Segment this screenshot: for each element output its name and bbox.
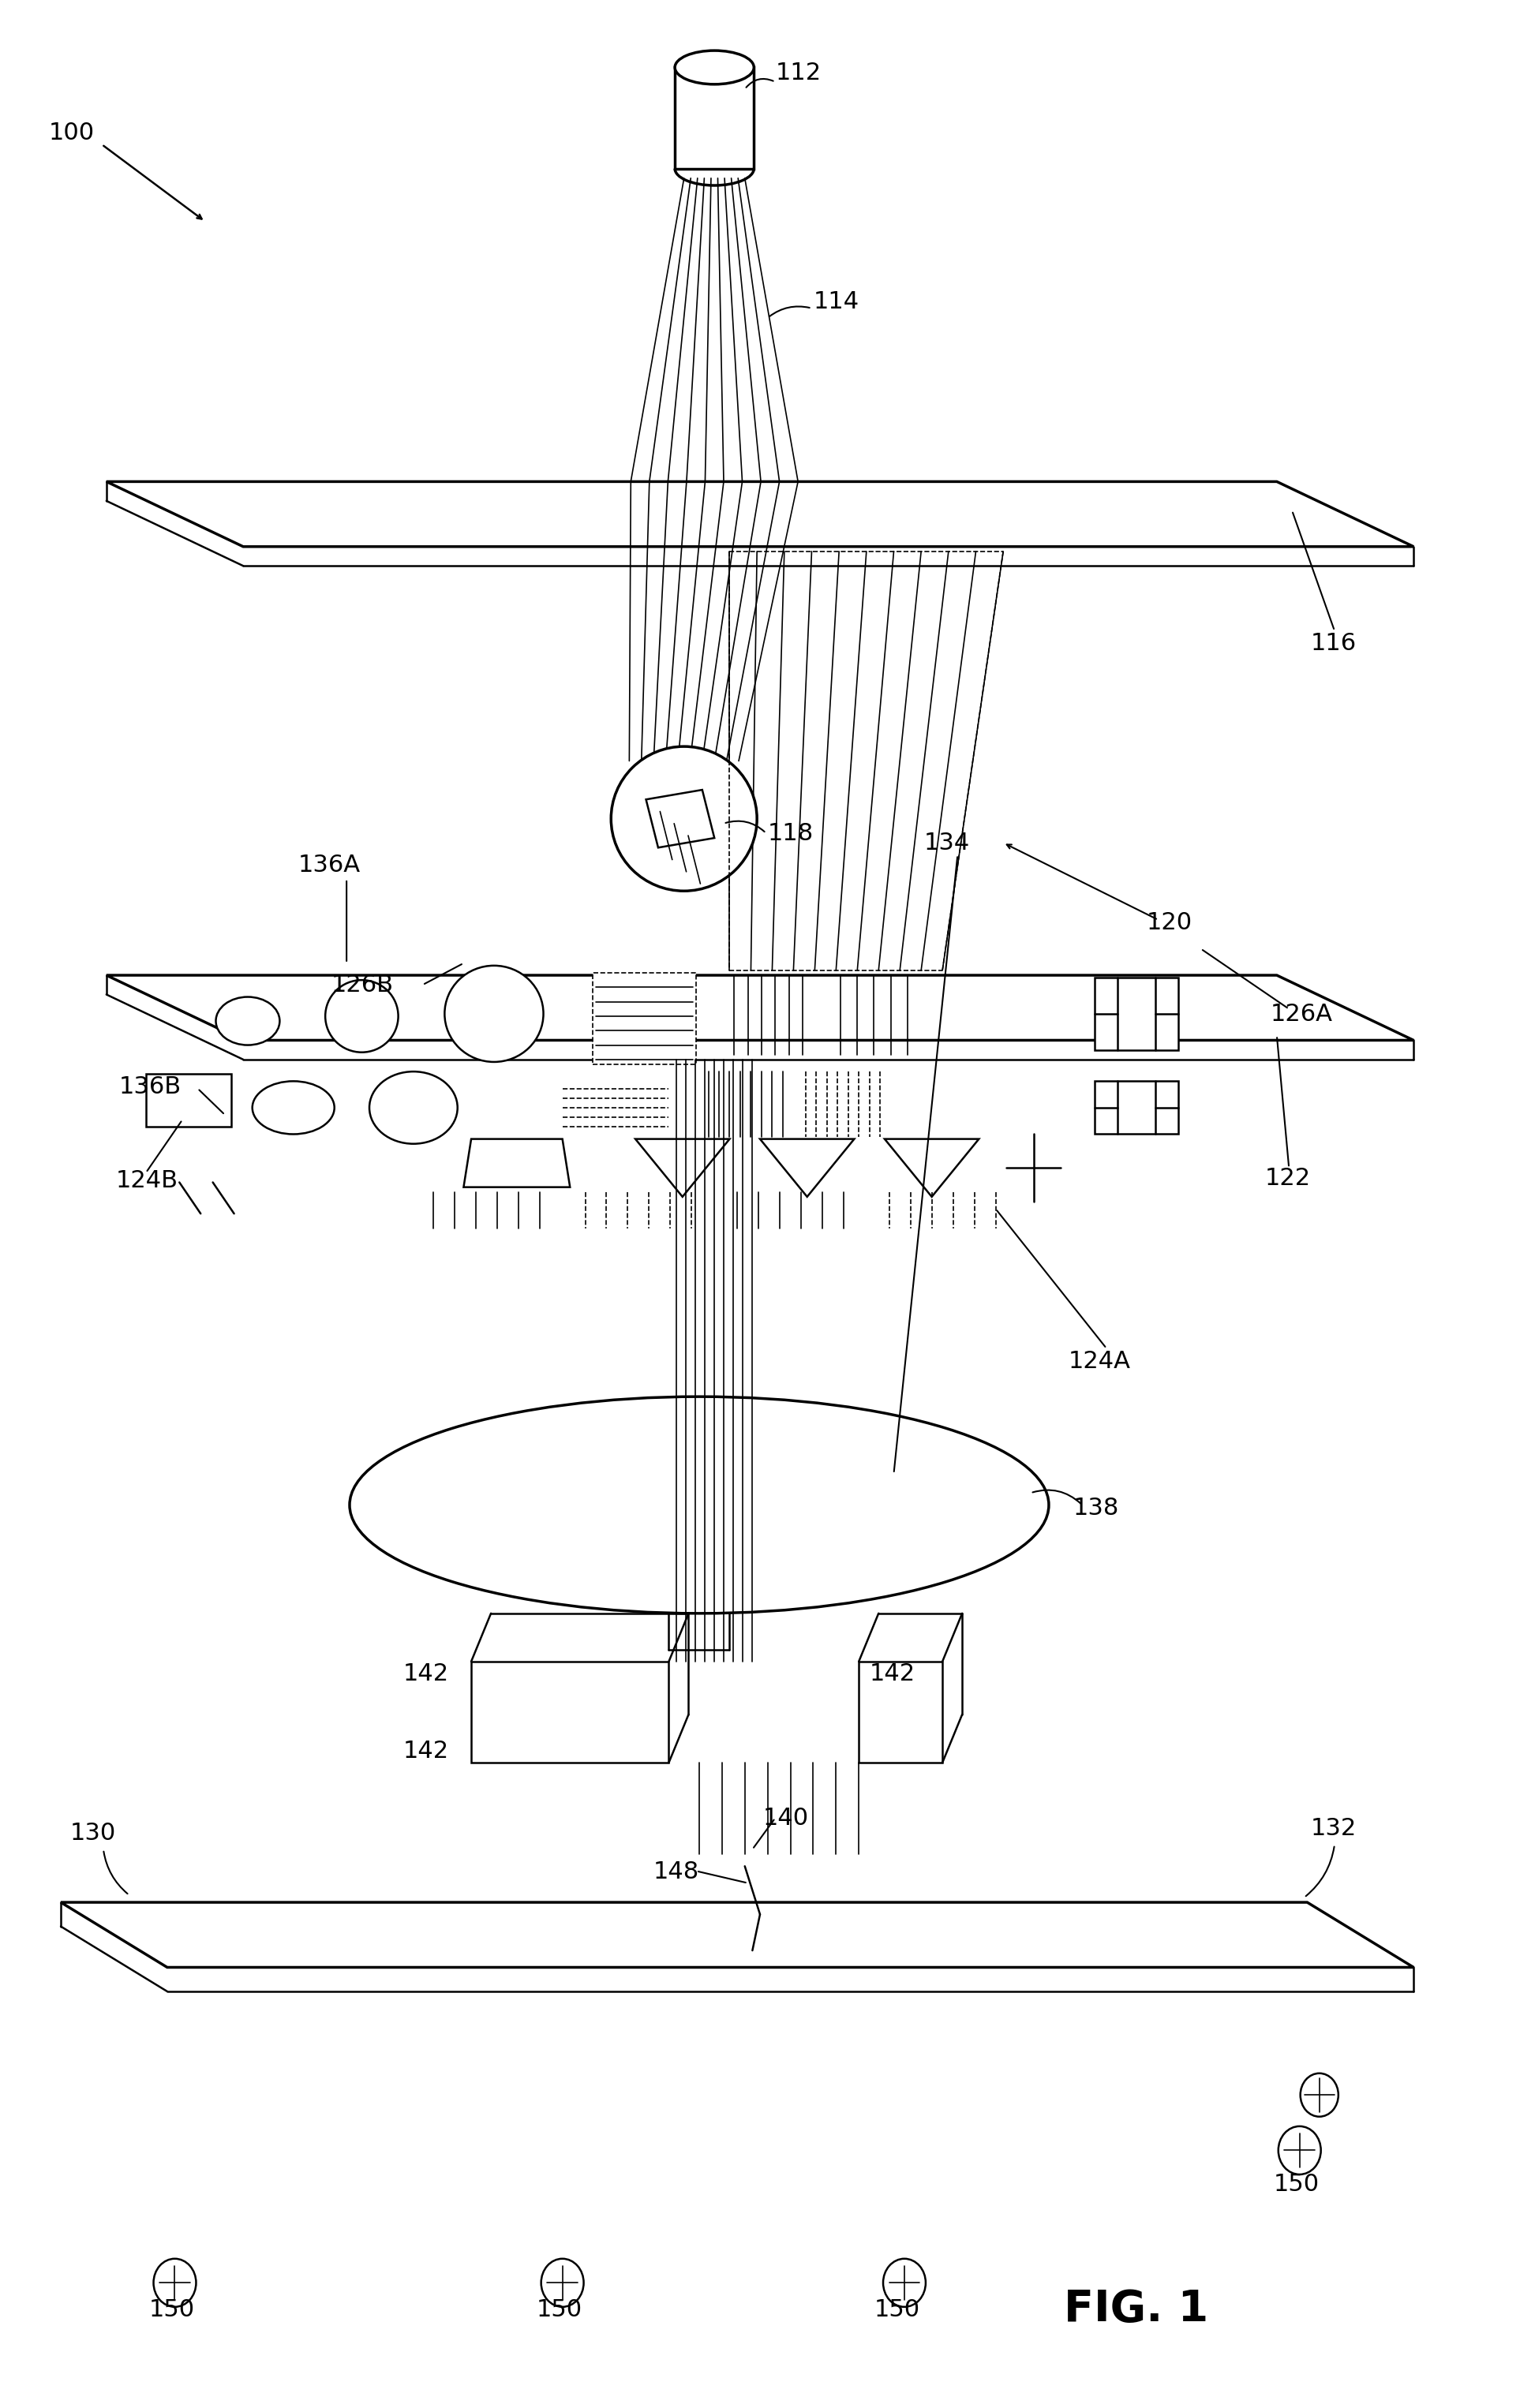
Polygon shape (885, 1139, 979, 1197)
Bar (146, 1074, 231, 1127)
Text: 114: 114 (813, 289, 859, 313)
Text: 134: 134 (924, 831, 970, 855)
Ellipse shape (541, 2259, 584, 2307)
Bar (859, 1662, 942, 1763)
Text: 126A: 126A (1271, 1002, 1333, 1026)
Text: 148: 148 (654, 1859, 699, 1883)
Polygon shape (464, 1139, 570, 1187)
Text: 138: 138 (1073, 1495, 1119, 1519)
Ellipse shape (444, 966, 544, 1062)
Text: 142: 142 (403, 1739, 448, 1763)
Text: 130: 130 (70, 1820, 116, 1845)
Bar (675, 67, 754, 169)
Bar (471, 1662, 669, 1763)
Text: 142: 142 (869, 1662, 915, 1686)
Text: 116: 116 (1310, 631, 1356, 655)
Ellipse shape (611, 746, 757, 891)
Text: 120: 120 (1146, 910, 1192, 934)
Text: 136B: 136B (119, 1074, 181, 1098)
Text: 126B: 126B (331, 973, 394, 997)
Ellipse shape (675, 51, 754, 84)
Bar (593, 973, 696, 1064)
Ellipse shape (350, 1397, 1049, 1613)
Text: 132: 132 (1310, 1816, 1356, 1840)
Text: 140: 140 (763, 1806, 809, 1830)
Text: 124B: 124B (116, 1168, 178, 1192)
Ellipse shape (216, 997, 280, 1045)
Text: 150: 150 (537, 2297, 582, 2321)
Ellipse shape (1300, 2073, 1339, 2117)
Polygon shape (646, 790, 714, 848)
Text: 142: 142 (403, 1662, 448, 1686)
Ellipse shape (252, 1081, 334, 1134)
Text: 150: 150 (874, 2297, 920, 2321)
Text: 150: 150 (1274, 2172, 1319, 2196)
Text: FIG. 1: FIG. 1 (1064, 2288, 1208, 2331)
Polygon shape (635, 1139, 730, 1197)
Text: 136A: 136A (298, 852, 360, 877)
Text: 150: 150 (149, 2297, 195, 2321)
Polygon shape (106, 482, 1414, 547)
Ellipse shape (154, 2259, 196, 2307)
Ellipse shape (369, 1072, 458, 1144)
Text: 122: 122 (1265, 1165, 1310, 1190)
Polygon shape (760, 1139, 854, 1197)
Ellipse shape (1278, 2126, 1321, 2174)
Text: 118: 118 (768, 821, 813, 845)
Polygon shape (106, 975, 1414, 1040)
Ellipse shape (325, 980, 398, 1052)
Text: 112: 112 (775, 60, 821, 84)
Text: 124A: 124A (1069, 1348, 1131, 1373)
Bar (1094, 1081, 1178, 1134)
Ellipse shape (883, 2259, 926, 2307)
Text: 100: 100 (49, 120, 94, 144)
Bar (1094, 978, 1178, 1050)
Polygon shape (61, 1902, 1414, 1967)
